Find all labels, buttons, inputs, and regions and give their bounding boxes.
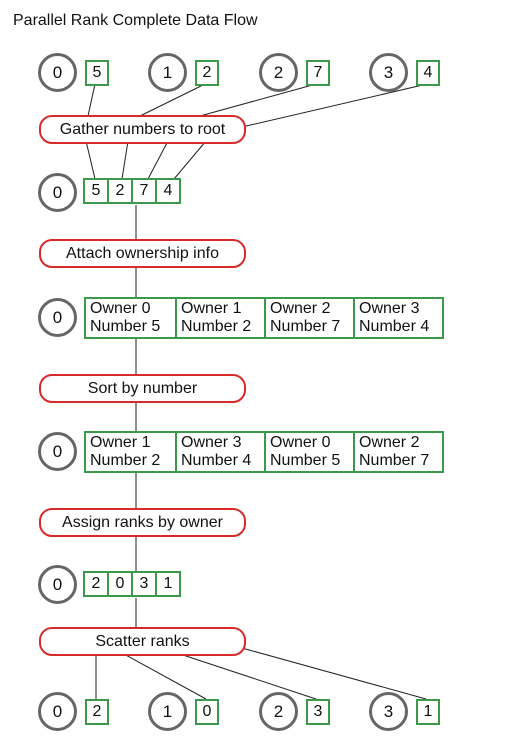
connector xyxy=(121,140,129,180)
connector xyxy=(139,83,206,117)
value-box: 2 xyxy=(195,60,219,86)
number-label: Number 4 xyxy=(181,452,252,469)
value-box: 2 xyxy=(85,699,109,725)
owner-label: Owner 3 xyxy=(181,434,242,451)
value-box: 1 xyxy=(416,699,440,725)
number-label: Number 7 xyxy=(359,452,430,469)
value-box: 0 xyxy=(195,699,219,725)
step-attach: Attach ownership info xyxy=(39,239,246,268)
process-circle: 2 xyxy=(259,53,298,92)
owner-label: Owner 2 xyxy=(270,300,331,317)
step-assign: Assign ranks by owner xyxy=(39,508,246,537)
number-label: Number 7 xyxy=(270,318,341,335)
connector xyxy=(241,83,428,128)
connector xyxy=(179,653,317,700)
ownership-cell: Owner 3 Number 4 xyxy=(353,299,442,337)
owner-label: Owner 0 xyxy=(270,434,331,451)
ownership-cell: Owner 1 Number 2 xyxy=(175,299,264,337)
step-scatter: Scatter ranks xyxy=(39,627,246,656)
sorted-cell: Owner 2 Number 7 xyxy=(353,433,442,471)
array-cell: 1 xyxy=(155,573,179,595)
array-cell: 4 xyxy=(155,180,179,202)
connector xyxy=(147,140,169,180)
process-circle: 2 xyxy=(259,692,298,731)
ownership-cell: Owner 2 Number 7 xyxy=(264,299,353,337)
value-box: 3 xyxy=(306,699,330,725)
connector xyxy=(173,140,207,180)
process-circle: 0 xyxy=(38,53,77,92)
owner-label: Owner 1 xyxy=(181,300,242,317)
step-gather: Gather numbers to root xyxy=(39,115,246,144)
gathered-array: 5 2 7 4 xyxy=(83,178,181,204)
owner-label: Owner 0 xyxy=(90,300,151,317)
diagram-title: Parallel Rank Complete Data Flow xyxy=(13,12,258,29)
process-circle: 0 xyxy=(38,432,77,471)
process-circle: 0 xyxy=(38,692,77,731)
process-circle: 0 xyxy=(38,298,77,337)
connector xyxy=(85,140,96,180)
connector xyxy=(241,647,427,700)
array-cell: 3 xyxy=(131,573,155,595)
process-circle: 3 xyxy=(369,692,408,731)
number-label: Number 5 xyxy=(90,318,161,335)
process-circle: 0 xyxy=(38,173,77,212)
value-box: 5 xyxy=(85,60,109,86)
array-cell: 5 xyxy=(91,182,101,199)
connector xyxy=(87,83,96,117)
connector xyxy=(123,653,207,700)
owner-label: Owner 1 xyxy=(90,434,151,451)
number-label: Number 4 xyxy=(359,318,430,335)
array-cell: 2 xyxy=(107,180,131,202)
connector xyxy=(199,83,317,117)
ranks-array: 2 0 3 1 xyxy=(83,571,181,597)
process-circle: 0 xyxy=(38,565,77,604)
sorted-cell: Owner 0 Number 5 xyxy=(264,433,353,471)
owner-label: Owner 2 xyxy=(359,434,420,451)
ownership-cell: Owner 0 Number 5 xyxy=(86,299,175,337)
owner-label: Owner 3 xyxy=(359,300,420,317)
process-circle: 1 xyxy=(148,692,187,731)
number-label: Number 2 xyxy=(181,318,252,335)
number-label: Number 2 xyxy=(90,452,161,469)
array-cell: 2 xyxy=(91,575,101,592)
value-box: 7 xyxy=(306,60,330,86)
process-circle: 1 xyxy=(148,53,187,92)
value-box: 4 xyxy=(416,60,440,86)
number-label: Number 5 xyxy=(270,452,341,469)
sorted-cell: Owner 1 Number 2 xyxy=(86,433,175,471)
process-circle: 3 xyxy=(369,53,408,92)
sorted-cell: Owner 3 Number 4 xyxy=(175,433,264,471)
step-sort: Sort by number xyxy=(39,374,246,403)
array-cell: 0 xyxy=(107,573,131,595)
array-cell: 7 xyxy=(131,180,155,202)
